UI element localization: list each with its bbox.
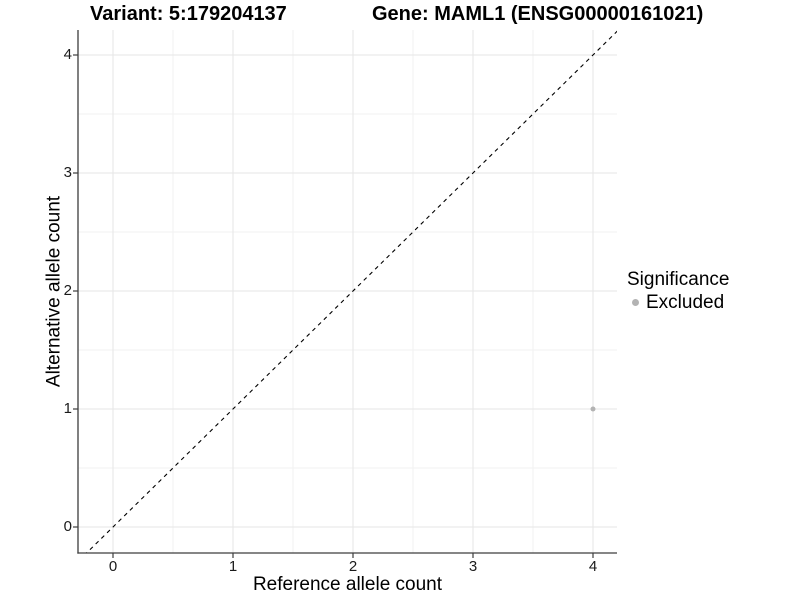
y-tick-label: 3	[63, 164, 72, 181]
identity-reference-line	[85, 30, 617, 553]
x-axis-title: Reference allele count	[252, 574, 443, 595]
y-tick-label: 0	[63, 518, 72, 535]
excluded-point-icon	[631, 299, 639, 306]
legend-entry-excluded: Excluded	[627, 292, 729, 313]
y-tick-label: 4	[63, 46, 72, 63]
plot-title-gene: Gene: MAML1 (ENSG00000161021)	[372, 3, 704, 25]
legend-entry-label: Excluded	[646, 292, 725, 313]
x-tick-label: 3	[468, 558, 478, 575]
x-tick-label: 0	[108, 558, 118, 575]
x-tick-label: 2	[348, 558, 358, 575]
x-tick-label: 1	[228, 558, 238, 575]
legend-title: Significance	[627, 269, 730, 290]
plot-title-variant: Variant: 5:179204137	[90, 3, 287, 25]
y-tick-label: 1	[63, 400, 72, 417]
y-tick-label: 2	[63, 282, 72, 299]
data-point	[590, 406, 596, 412]
legend: Significance Excluded	[627, 269, 729, 313]
x-tick-label: 4	[588, 558, 598, 575]
legend-key	[627, 293, 643, 313]
